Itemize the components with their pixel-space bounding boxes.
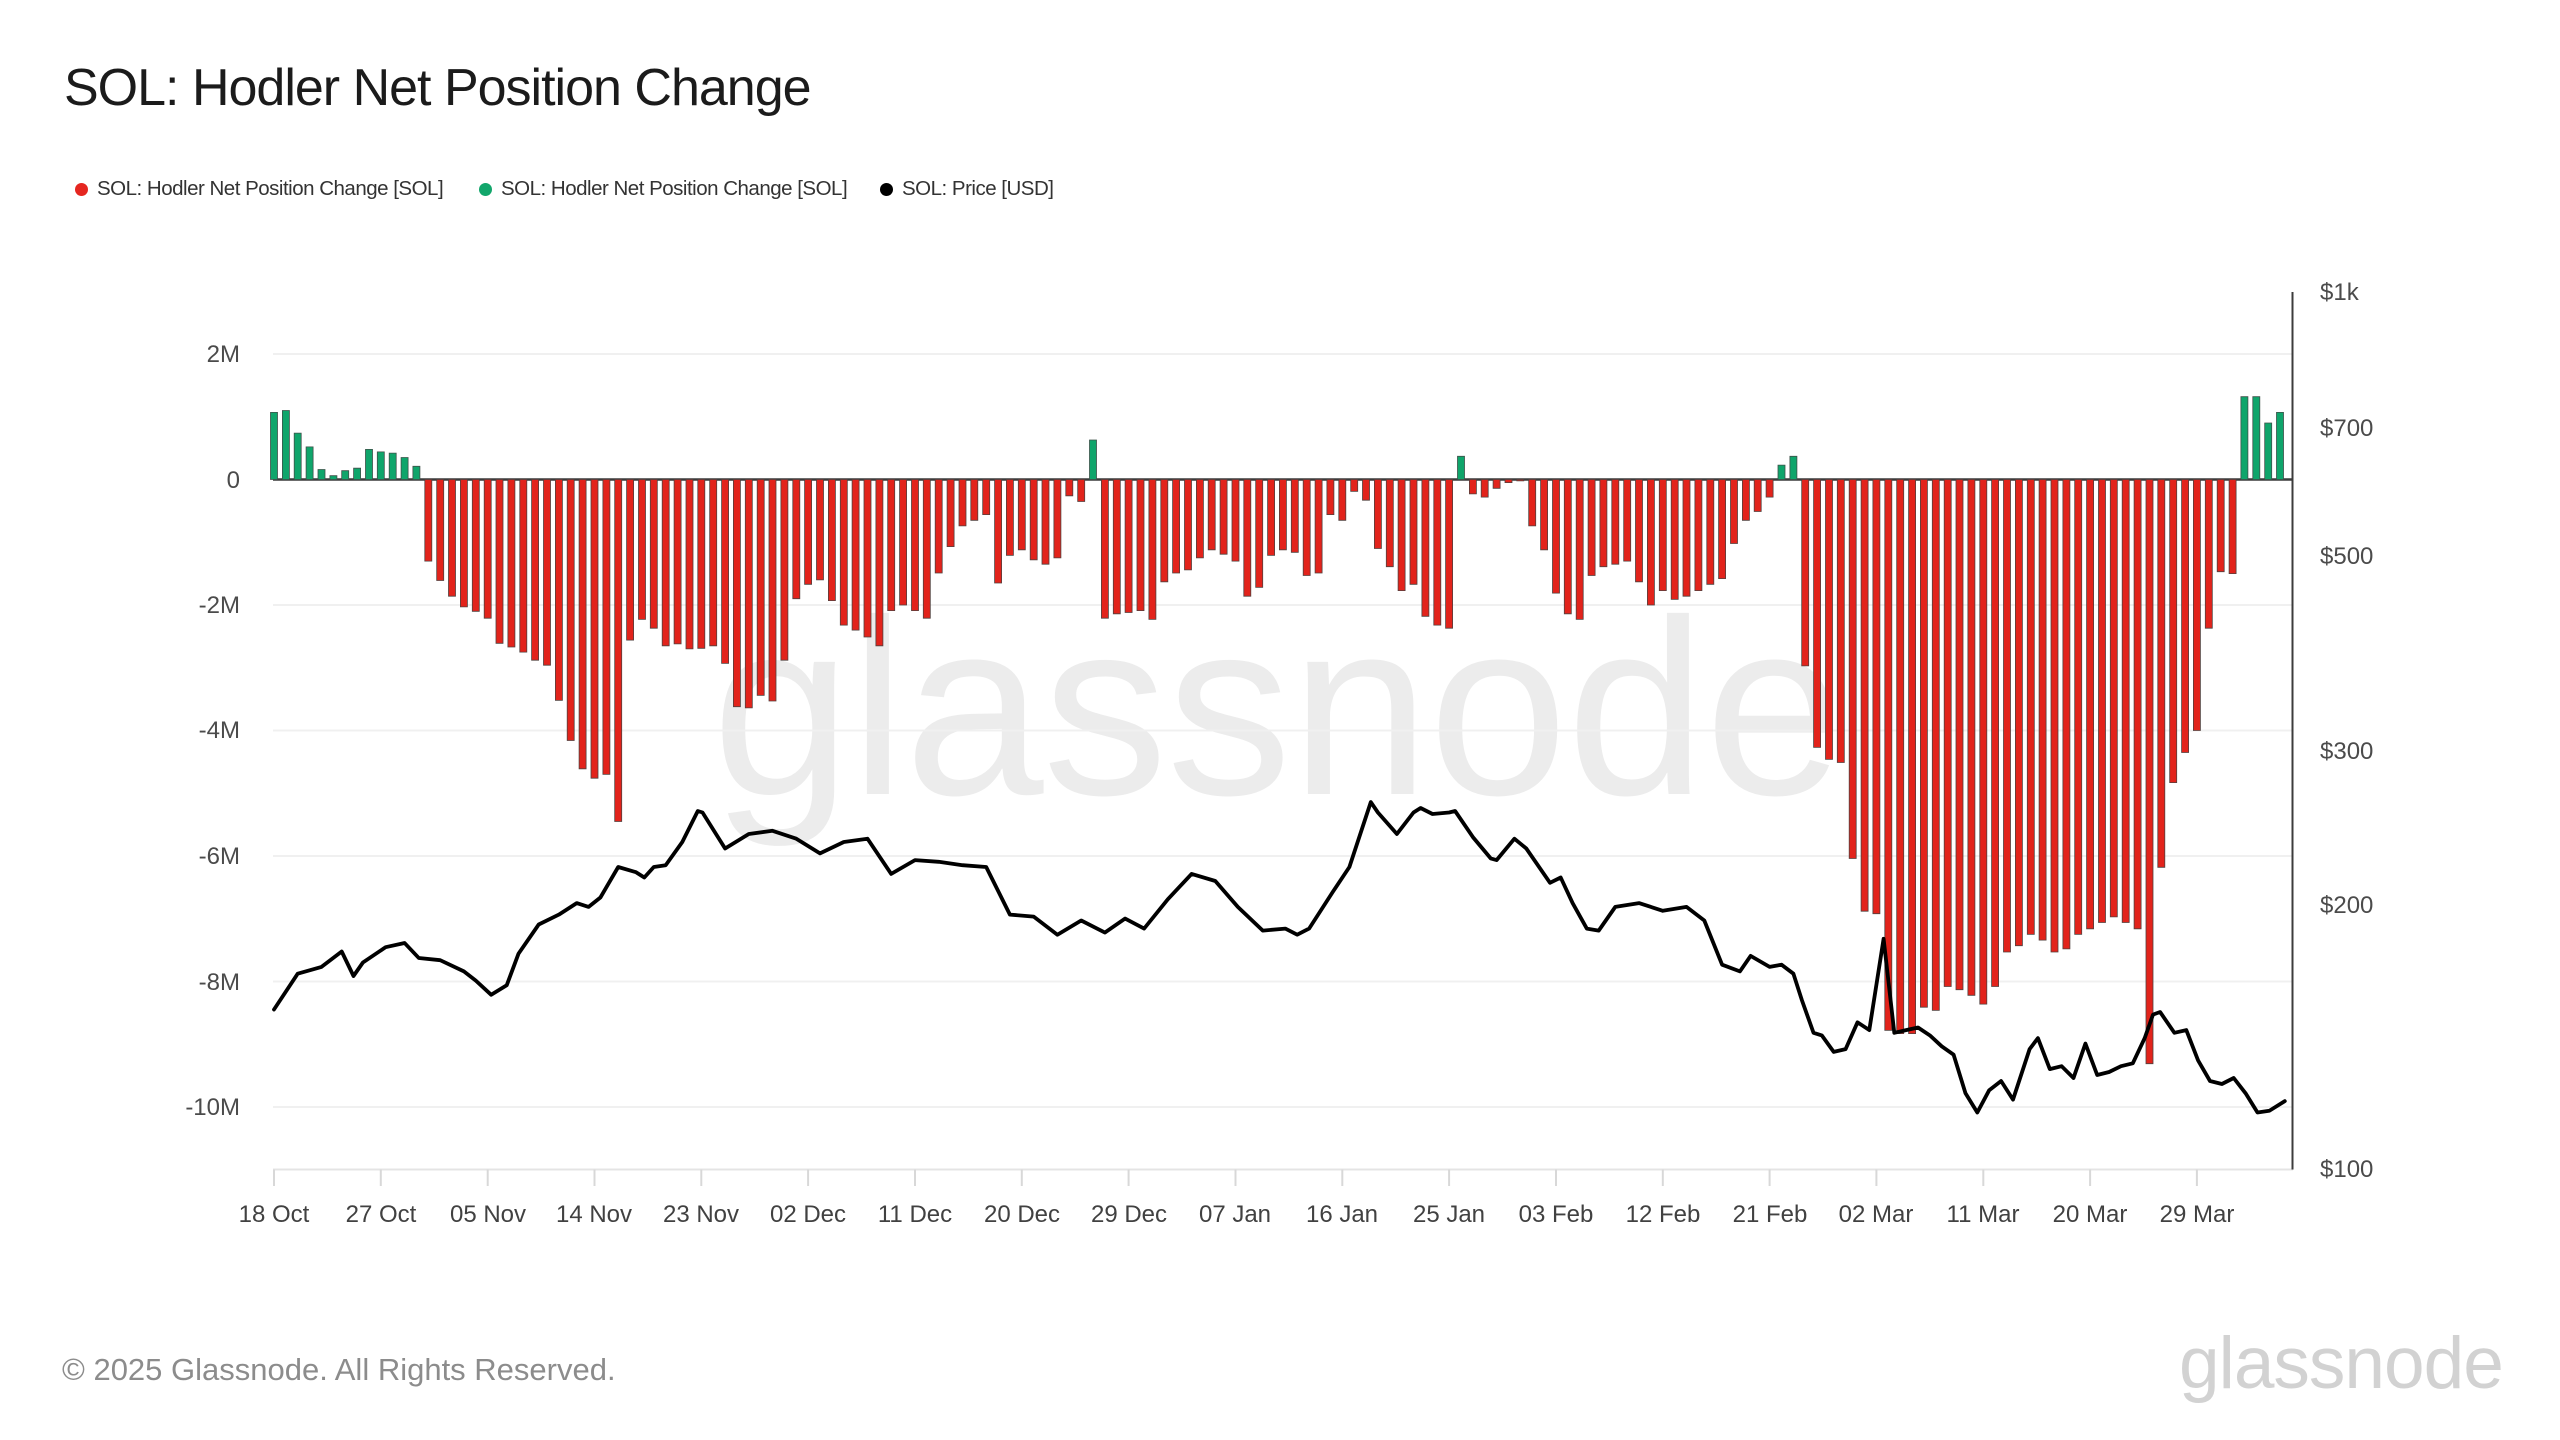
svg-text:12 Feb: 12 Feb — [1626, 1201, 1701, 1228]
svg-text:29 Dec: 29 Dec — [1091, 1201, 1167, 1228]
svg-text:-6M: -6M — [199, 843, 240, 870]
svg-text:05 Nov: 05 Nov — [450, 1201, 526, 1228]
svg-text:14 Nov: 14 Nov — [556, 1201, 632, 1228]
svg-text:$100: $100 — [2320, 1156, 2373, 1183]
svg-text:11 Dec: 11 Dec — [878, 1201, 952, 1228]
svg-text:-10M: -10M — [185, 1094, 240, 1121]
svg-text:25 Jan: 25 Jan — [1413, 1201, 1485, 1228]
svg-text:-4M: -4M — [199, 717, 240, 744]
svg-text:0: 0 — [227, 467, 240, 494]
svg-text:21 Feb: 21 Feb — [1733, 1201, 1808, 1228]
svg-text:02 Mar: 02 Mar — [1839, 1201, 1914, 1228]
svg-text:29 Mar: 29 Mar — [2160, 1201, 2235, 1228]
svg-text:11 Mar: 11 Mar — [1947, 1201, 2020, 1228]
svg-text:07 Jan: 07 Jan — [1199, 1201, 1271, 1228]
svg-text:$700: $700 — [2320, 415, 2373, 442]
svg-text:$200: $200 — [2320, 892, 2373, 919]
svg-text:20 Dec: 20 Dec — [984, 1201, 1060, 1228]
svg-text:-2M: -2M — [199, 592, 240, 619]
svg-text:-8M: -8M — [199, 969, 240, 996]
svg-text:16 Jan: 16 Jan — [1306, 1201, 1378, 1228]
svg-text:$300: $300 — [2320, 738, 2373, 765]
svg-text:2M: 2M — [207, 341, 240, 368]
svg-text:27 Oct: 27 Oct — [346, 1201, 417, 1228]
svg-text:$1k: $1k — [2320, 279, 2360, 306]
svg-text:20 Mar: 20 Mar — [2053, 1201, 2128, 1228]
svg-text:$500: $500 — [2320, 543, 2373, 570]
svg-text:18 Oct: 18 Oct — [239, 1201, 310, 1228]
svg-text:02 Dec: 02 Dec — [770, 1201, 846, 1228]
svg-text:23 Nov: 23 Nov — [663, 1201, 739, 1228]
svg-text:03 Feb: 03 Feb — [1519, 1201, 1594, 1228]
